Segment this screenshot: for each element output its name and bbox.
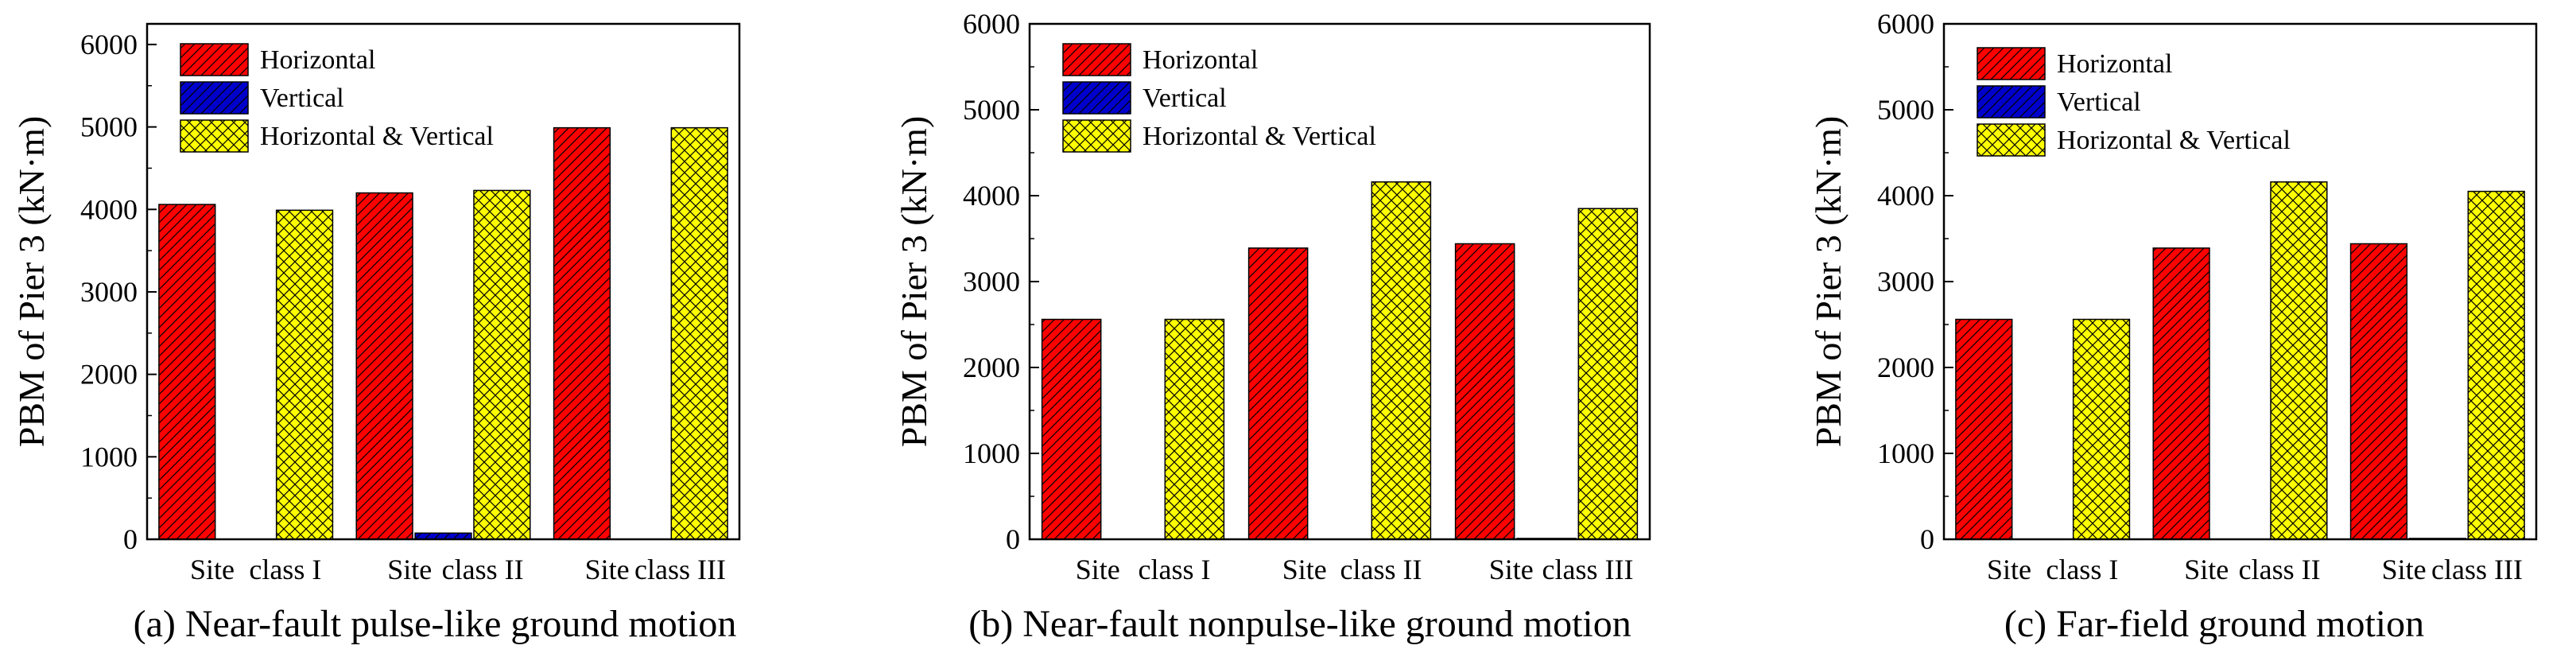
y-tick-label-4000: 4000 [80, 193, 138, 225]
x-tick-label-site-1: Site [1987, 554, 2031, 585]
legend-label-horizontal-vertical: Horizontal & Vertical [1143, 122, 1376, 151]
y-axis-label: PBM of Pier 3 (kN·m) [894, 116, 934, 448]
legend-label-horizontal-vertical: Horizontal & Vertical [260, 122, 494, 151]
chart-panel-c: 0 1000 2000 3000 4000 5000 6000 PBM of Pier 3 (… [1808, 8, 2538, 645]
x-tick-label-site-3: Site [585, 554, 630, 585]
bar-horizontal-vertical-3-hatch [1578, 208, 1638, 539]
x-tick-label-class-2: class II [2239, 554, 2321, 585]
bar-horizontal-vertical-2-hatch [1371, 181, 1431, 539]
y-axis-label: PBM of Pier 3 (kN·m) [11, 116, 52, 448]
chart-panel-a: 0 1000 2000 3000 4000 5000 6000 PBM of Pier 3 (… [11, 22, 741, 645]
bar-horizontal-2-hatch [356, 192, 413, 539]
y-tick-label-0: 0 [123, 523, 138, 555]
legend-label-horizontal: Horizontal [1143, 45, 1258, 75]
x-tick-label-site-3: Site [2382, 554, 2427, 585]
legend-swatch-vertical-hatch [1063, 82, 1131, 114]
y-tick-label-3000: 3000 [80, 276, 138, 308]
legend-label-vertical: Vertical [2057, 87, 2141, 117]
y-tick-label-5000: 5000 [1877, 94, 1934, 126]
x-tick-label-class-3: class III [1542, 554, 1634, 585]
x-tick-label-site-2: Site [2184, 554, 2229, 585]
legend-label-horizontal: Horizontal [2057, 49, 2172, 79]
bar-horizontal-3-hatch [553, 127, 611, 540]
x-tick-label-class-3: class III [2431, 554, 2523, 585]
bar-vertical-2-hatch [415, 533, 471, 539]
x-tick-label-class-3: class III [634, 554, 726, 585]
x-tick-label-class-1: class I [1139, 554, 1211, 585]
chart-panel-b: 0 1000 2000 3000 4000 5000 6000 PBM of Pier 3 (… [894, 8, 1651, 645]
legend-swatch-horizontal-vertical-hatch [1063, 120, 1131, 152]
legend-swatch-horizontal-hatch [180, 44, 248, 76]
plot-frame [145, 22, 741, 541]
y-tick-label-6000: 6000 [1877, 8, 1934, 40]
y-tick-label-0: 0 [1006, 523, 1020, 555]
y-tick-label-5000: 5000 [963, 94, 1020, 126]
y-tick-label-5000: 5000 [80, 111, 138, 143]
x-tick-label-class-1: class I [249, 554, 321, 585]
x-tick-label-site-3: Site [1489, 554, 1534, 585]
y-tick-label-1000: 1000 [80, 441, 138, 472]
legend-swatch-horizontal-vertical-hatch [1977, 124, 2045, 156]
bar-horizontal-1-hatch [1042, 319, 1101, 539]
bar-horizontal-vertical-1-hatch [2073, 319, 2130, 539]
y-tick-label-3000: 3000 [963, 266, 1020, 297]
x-tick-label-site-2: Site [387, 554, 432, 585]
legend-label-horizontal-vertical: Horizontal & Vertical [2057, 126, 2291, 155]
y-tick-label-6000: 6000 [80, 29, 138, 60]
legend-label-vertical: Vertical [1143, 84, 1227, 113]
y-tick-label-2000: 2000 [80, 359, 138, 391]
legend-swatch-horizontal-vertical-hatch [180, 120, 248, 152]
panel-caption-b: (b) Near-fault nonpulse-like ground moti… [968, 603, 1631, 645]
y-tick-label-4000: 4000 [963, 180, 1020, 212]
legend-swatch-horizontal-hatch [1063, 44, 1131, 76]
bar-horizontal-vertical-2-hatch [473, 190, 530, 539]
y-axis-label: PBM of Pier 3 (kN·m) [1808, 116, 1849, 448]
bar-horizontal-1-hatch [1955, 319, 2012, 539]
legend-label-vertical: Vertical [260, 84, 344, 113]
y-tick-label-6000: 6000 [963, 8, 1020, 40]
bar-horizontal-vertical-3-hatch [2468, 191, 2525, 539]
x-tick-label-class-1: class I [2046, 554, 2118, 585]
y-tick-label-1000: 1000 [1877, 437, 1934, 469]
y-tick-label-2000: 2000 [1877, 352, 1934, 383]
legend-swatch-horizontal-hatch [1977, 48, 2045, 80]
y-tick-label-1000: 1000 [963, 437, 1020, 469]
bar-horizontal-2-hatch [1248, 247, 1308, 539]
x-tick-label-site-2: Site [1282, 554, 1327, 585]
y-tick-label-2000: 2000 [963, 352, 1020, 383]
x-tick-label-site-1: Site [190, 554, 235, 585]
bar-horizontal-vertical-2-hatch [2270, 181, 2327, 539]
y-tick-label-4000: 4000 [1877, 180, 1934, 212]
bar-horizontal-2-hatch [2153, 247, 2210, 539]
bar-horizontal-1-hatch [158, 204, 215, 539]
bar-horizontal-vertical-3-hatch [671, 127, 728, 540]
panel-caption-c: (c) Far-field ground motion [2004, 603, 2424, 645]
legend-swatch-vertical-hatch [180, 82, 248, 114]
x-tick-label-site-1: Site [1076, 554, 1120, 585]
y-tick-label-0: 0 [1920, 523, 1934, 555]
bar-horizontal-3-hatch [1455, 243, 1515, 539]
x-tick-label-class-2: class II [1340, 554, 1422, 585]
bar-horizontal-vertical-1-hatch [276, 210, 333, 539]
legend-swatch-vertical-hatch [1977, 86, 2045, 118]
bar-horizontal-vertical-1-hatch [1165, 319, 1224, 539]
legend-label-horizontal: Horizontal [260, 45, 375, 75]
y-tick-label-3000: 3000 [1877, 266, 1934, 297]
panel-caption-a: (a) Near-fault pulse-like ground motion [134, 603, 737, 645]
x-tick-label-class-2: class II [442, 554, 524, 585]
bar-horizontal-3-hatch [2350, 243, 2407, 539]
